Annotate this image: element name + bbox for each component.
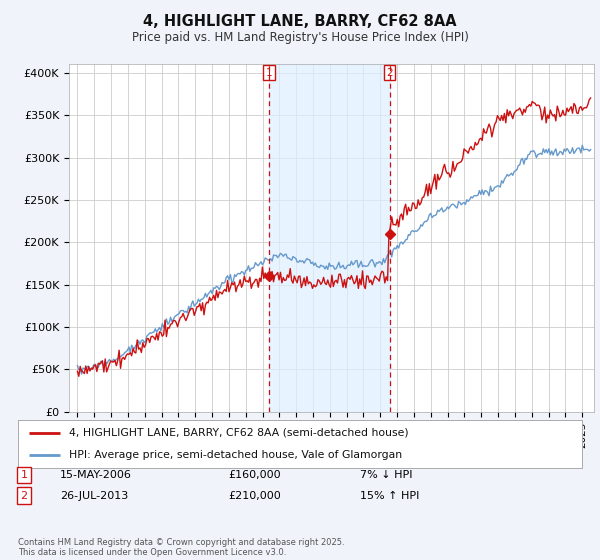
Text: 4, HIGHLIGHT LANE, BARRY, CF62 8AA: 4, HIGHLIGHT LANE, BARRY, CF62 8AA — [143, 14, 457, 29]
Text: £160,000: £160,000 — [228, 470, 281, 480]
Text: 4, HIGHLIGHT LANE, BARRY, CF62 8AA (semi-detached house): 4, HIGHLIGHT LANE, BARRY, CF62 8AA (semi… — [69, 428, 409, 438]
Text: 2: 2 — [386, 68, 393, 78]
Text: Price paid vs. HM Land Registry's House Price Index (HPI): Price paid vs. HM Land Registry's House … — [131, 31, 469, 44]
Text: 2: 2 — [20, 491, 28, 501]
Text: 15-MAY-2006: 15-MAY-2006 — [60, 470, 132, 480]
Text: 26-JUL-2013: 26-JUL-2013 — [60, 491, 128, 501]
Text: £210,000: £210,000 — [228, 491, 281, 501]
Text: 7% ↓ HPI: 7% ↓ HPI — [360, 470, 413, 480]
Bar — [269, 64, 389, 412]
Text: 1: 1 — [265, 68, 272, 78]
Text: HPI: Average price, semi-detached house, Vale of Glamorgan: HPI: Average price, semi-detached house,… — [69, 450, 402, 460]
Text: 1: 1 — [20, 470, 28, 480]
Text: Contains HM Land Registry data © Crown copyright and database right 2025.
This d: Contains HM Land Registry data © Crown c… — [18, 538, 344, 557]
Text: 15% ↑ HPI: 15% ↑ HPI — [360, 491, 419, 501]
